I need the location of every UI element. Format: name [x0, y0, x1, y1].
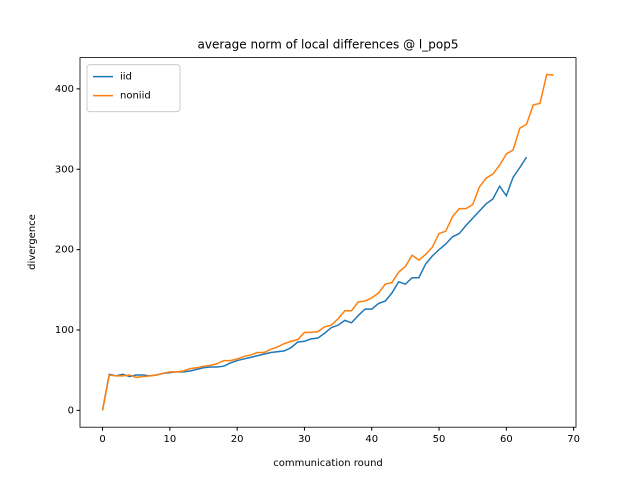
x-tick-label: 10 — [163, 434, 176, 445]
x-tick-label: 0 — [99, 434, 105, 445]
x-tick-label: 70 — [567, 434, 580, 445]
chart-title: average norm of local differences @ l_po… — [198, 38, 459, 52]
x-tick-label: 50 — [433, 434, 446, 445]
plot-frame — [79, 57, 577, 428]
y-tick-label: 200 — [55, 245, 74, 256]
x-tick-label: 20 — [231, 434, 244, 445]
x-tick-label: 40 — [365, 434, 378, 445]
x-tick-label: 30 — [298, 434, 311, 445]
legend-box — [86, 64, 181, 113]
y-axis-label: divergence — [27, 214, 38, 270]
line-series — [101, 73, 554, 411]
y-tick-label: 400 — [55, 84, 74, 95]
y-tick-label: 0 — [68, 405, 74, 416]
y-tick-label: 100 — [55, 325, 74, 336]
x-axis-label: communication round — [273, 458, 383, 469]
legend-label: noniid — [120, 91, 151, 102]
y-tick-label: 300 — [55, 164, 74, 175]
legend-label: iid — [120, 72, 132, 83]
x-tick-label: 60 — [500, 434, 513, 445]
